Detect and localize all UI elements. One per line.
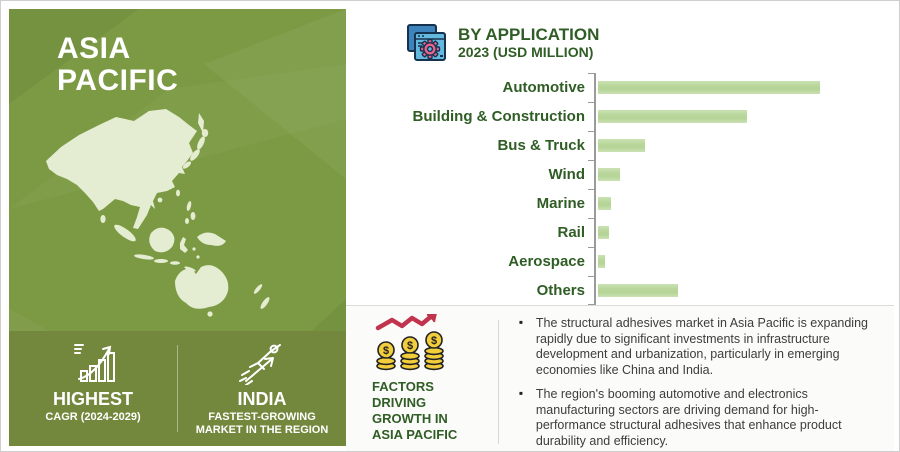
bar-row: Wind [346, 160, 894, 189]
asia-pacific-panel: ASIA PACIFIC [9, 9, 346, 446]
badge-divider [177, 345, 178, 432]
bar-row: Others [346, 276, 894, 305]
chart-header: BY APPLICATION 2023 (USD MILLION) [404, 23, 894, 63]
stat-badges: HIGHEST CAGR (2024-2029) [9, 331, 346, 446]
bar [598, 226, 610, 239]
badge-subtitle: FASTEST-GROWING MARKET IN THE REGION [195, 411, 329, 436]
factor-bullet: The region's booming automotive and elec… [519, 386, 876, 449]
by-application-chart: BY APPLICATION 2023 (USD MILLION) Automo… [346, 9, 894, 305]
chart-subtitle: 2023 (USD MILLION) [458, 44, 594, 60]
chart-header-text: BY APPLICATION 2023 (USD MILLION) [458, 25, 599, 61]
bar-row: Building & Construction [346, 102, 894, 131]
window-gear-icon [407, 24, 446, 61]
factors-section: $ $ $ FACTORS DRIVING GROWTH IN ASIA PACIF… [346, 305, 894, 451]
axis-tick [588, 131, 594, 132]
bar-track [594, 73, 894, 102]
factors-divider [498, 320, 499, 444]
bar-row: Marine [346, 189, 894, 218]
bar-track [594, 189, 894, 218]
region-title-line1: ASIA [57, 32, 131, 65]
infographic-content: ASIA PACIFIC [9, 9, 894, 451]
bar-track [594, 160, 894, 189]
axis-tick [588, 218, 594, 219]
coins-growth-icon: $ $ $ [375, 311, 444, 371]
factors-title: FACTORS DRIVING GROWTH IN ASIA PACIFIC [372, 379, 458, 442]
bar-track [594, 131, 894, 160]
factors-left: $ $ $ FACTORS DRIVING GROWTH IN ASIA PACIF… [346, 306, 498, 451]
category-label: Marine [536, 195, 585, 212]
growth-chart-icon [74, 344, 115, 382]
bar-chart: Automotive Building & Construction Bus & T… [346, 73, 894, 305]
category-label: Automotive [502, 79, 586, 96]
badge-subtitle: CAGR (2024-2029) [45, 411, 141, 423]
badge-title: INDIA [237, 389, 287, 409]
badge-title: HIGHEST [52, 389, 133, 409]
bar-row: Bus & Truck [346, 131, 894, 160]
category-label: Others [536, 282, 585, 299]
bar [598, 139, 645, 152]
axis-tick [588, 189, 594, 190]
bar [598, 197, 612, 210]
bar-track [594, 247, 894, 276]
bar [598, 110, 747, 123]
svg-text:$: $ [407, 340, 413, 352]
category-label: Wind [548, 166, 585, 183]
bar-row: Aerospace [346, 247, 894, 276]
region-title: ASIA PACIFIC [57, 33, 178, 97]
axis-tick [588, 304, 594, 305]
region-title-line2: PACIFIC [57, 64, 179, 97]
category-label: Aerospace [508, 253, 585, 270]
bar-track [594, 102, 894, 131]
bar-row: Automotive [346, 73, 894, 102]
bar-row: Rail [346, 218, 894, 247]
axis-tick [588, 276, 594, 277]
bar [598, 168, 621, 181]
category-label: Rail [557, 224, 585, 241]
badge-highest-cagr: HIGHEST CAGR (2024-2029) [9, 331, 177, 446]
axis-tick [588, 160, 594, 161]
svg-text:$: $ [431, 335, 437, 347]
svg-text:$: $ [383, 345, 389, 357]
axis-tick [588, 73, 594, 74]
category-label: Building & Construction [412, 108, 585, 125]
axis-tick [588, 102, 594, 103]
flying-person-icon [239, 344, 281, 385]
bar [598, 81, 820, 94]
bar [598, 284, 678, 297]
right-panel: BY APPLICATION 2023 (USD MILLION) Automo… [346, 9, 894, 451]
category-label: Bus & Truck [497, 137, 585, 154]
chart-title: BY APPLICATION [458, 25, 600, 44]
factors-bullet-list: The structural adhesives market in Asia … [505, 315, 894, 451]
bar-track [594, 276, 894, 305]
axis-tick [588, 247, 594, 248]
bar [598, 255, 605, 268]
asia-pacific-map [46, 109, 270, 317]
factor-bullet: The structural adhesives market in Asia … [519, 315, 876, 378]
badge-india-fastest: INDIA FASTEST-GROWING MARKET IN THE REGI… [178, 331, 346, 446]
bar-track [594, 218, 894, 247]
